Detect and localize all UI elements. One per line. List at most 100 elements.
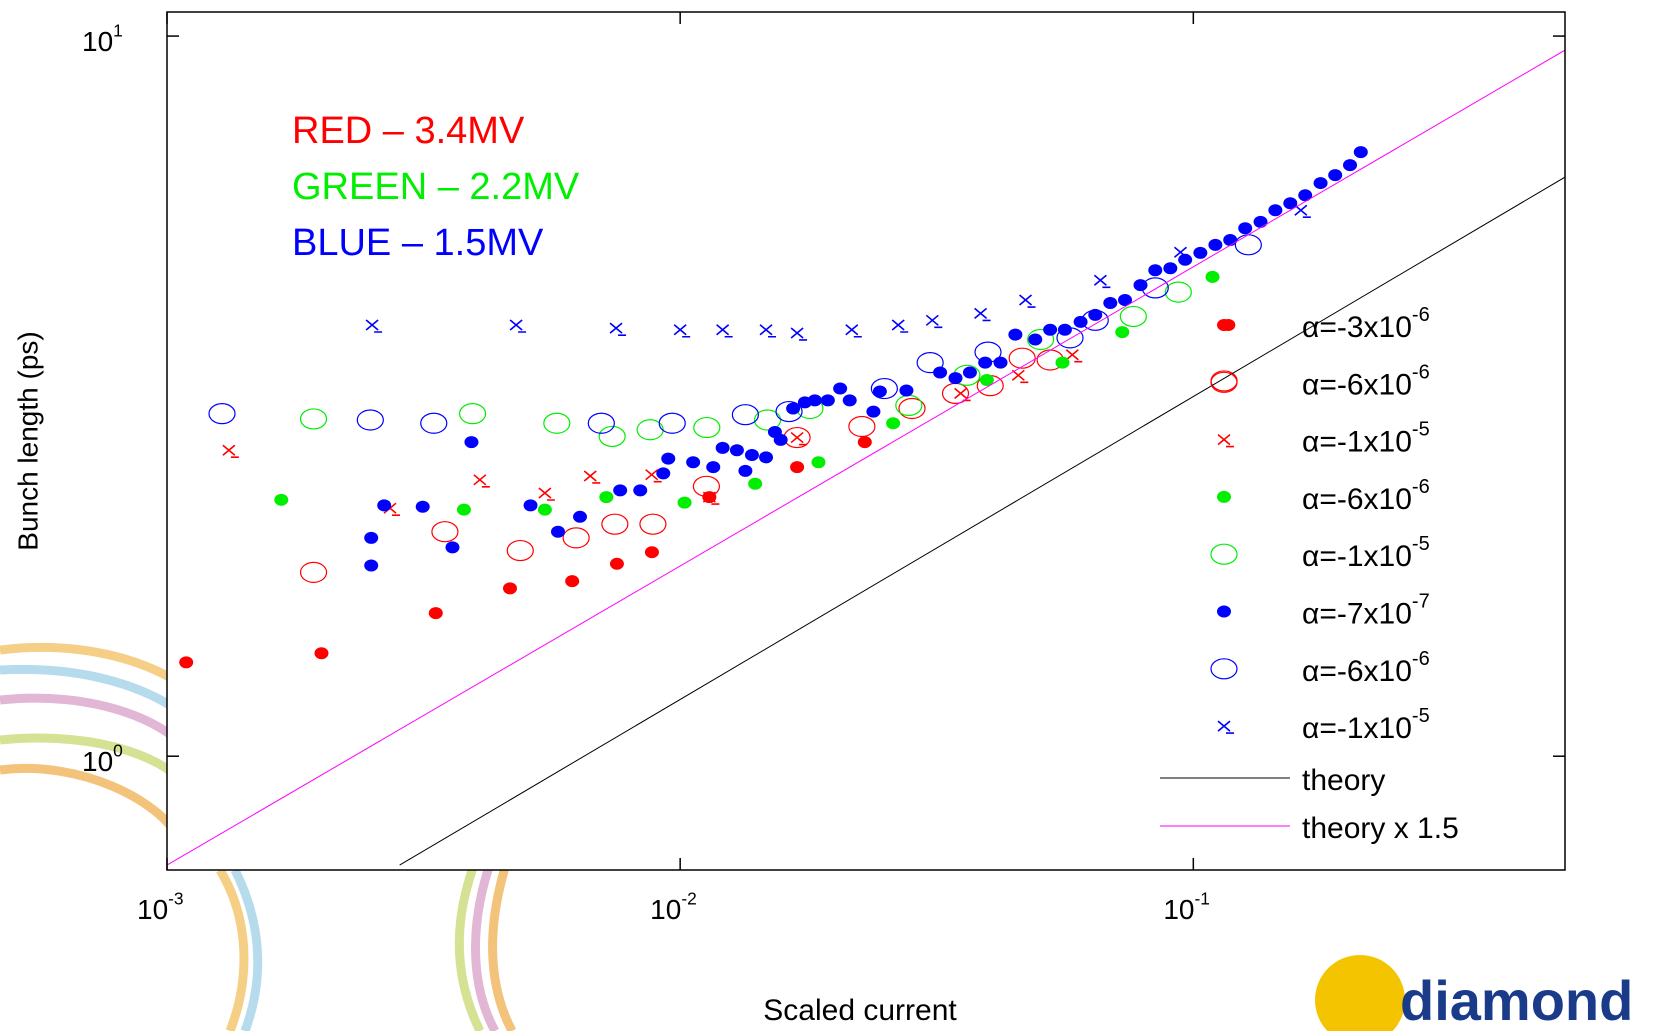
legend-entry: α=-1x10-5 [1217,419,1430,459]
point [759,324,777,338]
point [506,539,534,562]
point [891,319,909,333]
x-tick-label-base: 10 [137,894,168,925]
legend-label: theory x 1.5 [1302,812,1459,845]
point [1011,369,1029,384]
point [179,656,194,669]
point [1173,246,1191,261]
legend-swatch [1217,433,1234,448]
point [1008,347,1036,369]
x-axis-label: Scaled current [763,994,957,1027]
point [639,513,667,535]
legend-entry: α=-1x10-5 [1210,533,1430,573]
point [1065,349,1083,363]
point [1043,323,1058,336]
point [845,324,862,338]
y-tick-label-exponent: 0 [113,740,123,760]
point [692,475,721,497]
legend-label-exponent: -5 [1412,533,1430,555]
point [274,493,289,506]
point [537,503,552,516]
legend-label-exponent: -7 [1412,591,1430,613]
point [599,491,614,504]
point [886,417,901,430]
point [613,484,628,497]
point [431,521,459,543]
legend-swatch [1217,490,1231,503]
point [299,408,328,430]
point [377,499,392,512]
point [1343,159,1358,172]
legend-label-exponent: -5 [1412,705,1430,727]
point [314,647,329,660]
legend-label-exponent: -6 [1412,476,1430,498]
x-tick-label: 10-3 [137,888,184,925]
logo: diamond [1315,955,1633,1031]
point [1283,197,1298,210]
point [587,412,615,434]
point [898,397,926,420]
point [538,487,555,501]
legend-entry: α=-1x10-5 [1217,705,1430,745]
point [686,456,701,469]
point [1298,189,1313,202]
point [759,451,774,464]
point [473,474,490,488]
legend-label: α=-6x10-6 [1302,648,1430,688]
point [857,436,872,449]
point [656,467,671,480]
point [1055,356,1070,369]
point [872,385,887,398]
point [458,403,487,425]
point [790,461,805,474]
background-swirls [0,643,516,1031]
point [1073,315,1088,328]
legend-swatch [1210,658,1238,680]
x-tick-label: 10-1 [1163,888,1210,925]
legend-label-base: α=-6x10 [1302,483,1412,516]
point [456,503,471,516]
legend-label: α=-6x10-6 [1302,362,1430,402]
point [509,319,527,333]
point [1164,281,1192,303]
point [993,356,1008,369]
annotation: BLUE – 1.5MV [292,222,544,264]
legend-swatch [1217,720,1234,734]
point [753,409,782,431]
point [978,356,993,369]
legend-entry: α=-6x10-6 [1210,362,1430,402]
point [948,372,963,385]
point [1193,246,1208,259]
annotation: GREEN – 2.2MV [292,166,580,208]
y-axis-label: Bunch length (ps) [12,331,43,550]
legend-entry: α=-6x10-6 [1217,476,1430,516]
point [598,425,626,448]
legend-label: α=-6x10-6 [1302,476,1430,516]
legend-label-base: theory x 1.5 [1302,812,1459,845]
point [933,366,948,379]
y-tick-label: 100 [82,740,123,777]
point [1148,264,1163,277]
point [693,416,721,439]
point [543,412,571,434]
point [833,382,848,395]
point [633,484,648,497]
point [464,436,479,449]
point [716,324,733,338]
annotation: RED – 3.4MV [292,110,525,152]
point [523,499,538,512]
point [609,557,624,570]
point [979,373,994,386]
point [644,546,659,559]
point [786,402,801,415]
legend-label: α=-1x10-5 [1302,705,1430,745]
point [365,319,383,333]
point [1163,262,1178,275]
point [364,559,379,572]
point [573,510,588,523]
point [1141,277,1169,299]
point [1093,274,1111,289]
point [729,444,744,457]
legend-entry: α=-6x10-6 [1210,648,1430,688]
